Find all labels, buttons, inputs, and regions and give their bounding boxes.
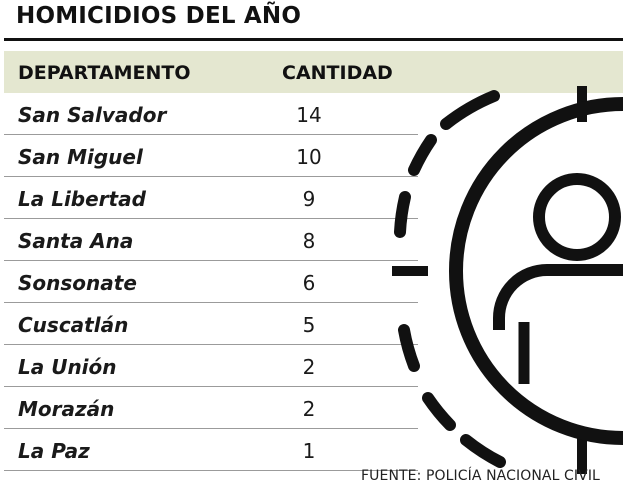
cell-cantidad: 2	[302, 397, 316, 421]
header-departamento: DEPARTAMENTO	[18, 62, 191, 84]
cell-cantidad: 10	[296, 145, 322, 169]
cell-cantidad: 9	[302, 187, 316, 211]
cell-departamento: Morazán	[18, 397, 115, 421]
table-header: DEPARTAMENTO CANTIDAD	[4, 51, 623, 93]
cell-departamento: La Unión	[18, 355, 117, 379]
cell-departamento: Sonsonate	[18, 271, 137, 295]
row-divider	[4, 344, 418, 345]
table-row: San Salvador 14	[4, 93, 623, 135]
table-row: La Unión 2	[4, 345, 623, 387]
row-divider	[4, 386, 418, 387]
cell-cantidad: 6	[302, 271, 316, 295]
source-note: FUENTE: POLICÍA NACIONAL CIVIL	[361, 468, 600, 484]
row-divider	[4, 302, 418, 303]
table-row: La Paz 1	[4, 429, 623, 471]
table-row: Cuscatlán 5	[4, 303, 623, 345]
cell-cantidad: 8	[302, 229, 316, 253]
header-cantidad: CANTIDAD	[282, 62, 393, 84]
row-divider	[4, 260, 418, 261]
row-divider	[4, 428, 418, 429]
table-body: San Salvador 14 San Miguel 10 La Libertad 9 Sa…	[4, 93, 623, 471]
table-row: Morazán 2	[4, 387, 623, 429]
cell-departamento: La Paz	[18, 439, 90, 463]
row-divider	[4, 218, 418, 219]
row-divider	[4, 134, 418, 135]
row-divider	[4, 176, 418, 177]
title-rule	[4, 38, 623, 41]
table-row: San Miguel 10	[4, 135, 623, 177]
table-row: Sonsonate 6	[4, 261, 623, 303]
cell-departamento: San Miguel	[18, 145, 143, 169]
cell-departamento: San Salvador	[18, 103, 167, 127]
table-title: HOMICIDIOS DEL AÑO	[16, 3, 302, 29]
cell-departamento: Santa Ana	[18, 229, 134, 253]
cell-departamento: Cuscatlán	[18, 313, 129, 337]
cell-cantidad: 5	[302, 313, 316, 337]
cell-cantidad: 14	[296, 103, 322, 127]
table-row: Santa Ana 8	[4, 219, 623, 261]
cell-cantidad: 1	[302, 439, 316, 463]
cell-cantidad: 2	[302, 355, 316, 379]
table-row: La Libertad 9	[4, 177, 623, 219]
cell-departamento: La Libertad	[18, 187, 146, 211]
target-person-icon	[392, 86, 623, 474]
row-divider	[4, 470, 418, 471]
